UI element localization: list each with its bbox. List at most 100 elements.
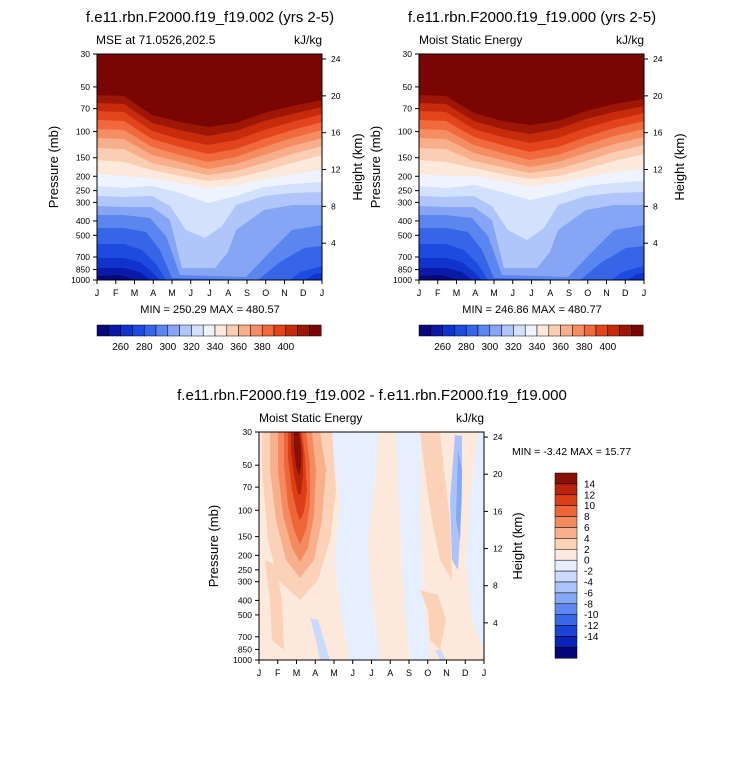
panel-diff-x-tick-label: A: [387, 668, 393, 678]
panel-diff-colorbar-box: [554, 636, 578, 648]
panel-diff-colorbar-label: -10: [584, 610, 599, 621]
panel-right-x-tick-label: O: [584, 288, 591, 298]
panel-right-colorbar-label: 280: [458, 342, 475, 353]
panel-left-colorbar-box: [261, 324, 275, 337]
panel-left-title: f.e11.rbn.F2000.f19_f19.002 (yrs 2-5): [86, 9, 334, 26]
panel-right-colorbar-label: 260: [434, 342, 451, 353]
panel-left-x-tick-label: A: [225, 288, 231, 298]
panel-diff-y-tick-label: 850: [238, 644, 252, 654]
panel-left-y-tick-label: 70: [81, 104, 91, 114]
panel-left-y-tick-label: 400: [76, 216, 90, 226]
panel-left-yr-tick-label: 20: [331, 91, 341, 101]
panel-right-x-tick-label: M: [490, 288, 498, 298]
panel-diff-colorbar-box: [554, 472, 578, 485]
panel-right-colorbar-box: [454, 324, 467, 337]
panel-left-colorbar-box: [297, 324, 310, 337]
panel-left-colorbar-box: [167, 324, 180, 337]
panel-diff-y-tick-label: 300: [238, 577, 252, 587]
panel-left-x-tick-label: N: [281, 288, 288, 298]
panel-left-x-tick-label: D: [300, 288, 307, 298]
panel-right-colorbar-label: 360: [552, 342, 569, 353]
panel-right-colorbar-box: [583, 324, 597, 337]
panel-left-colorbar-label: 340: [207, 342, 224, 353]
panel-diff-yr-tick-label: 12: [493, 544, 503, 554]
panel-right-yr-tick-label: 20: [653, 91, 663, 101]
panel-left-colorbar-label: 380: [254, 342, 271, 353]
panel-right-y-tick-label: 500: [398, 230, 412, 240]
panel-right-y-tick-label: 30: [403, 49, 413, 59]
panel-diff-x-tick-label: J: [482, 668, 487, 678]
panel-right-x-tick-label: F: [435, 288, 441, 298]
panel-diff-colorbar-box: [554, 647, 578, 659]
panel-right-y-tick-label: 70: [403, 104, 413, 114]
panel-right-colorbar-box: [489, 324, 502, 337]
panel-left-colorbar-label: 260: [112, 342, 129, 353]
panel-left-colorbar-label: 300: [159, 342, 176, 353]
panel-left-x-tick-label: A: [150, 288, 156, 298]
panel-left-minmax: MIN = 250.29 MAX = 480.57: [140, 304, 279, 316]
panel-right-field: [419, 54, 644, 280]
panel-diff-x-tick-label: M: [293, 668, 301, 678]
panel-right-yr-tick-label: 8: [653, 201, 658, 211]
panel-diff-colorbar-box: [554, 505, 578, 517]
panel-right-colorbar-box: [572, 324, 585, 337]
panel-left-y-tick-label: 150: [76, 153, 90, 163]
panel-right-yr-tick-label: 4: [653, 238, 658, 248]
panel-right-colorbar-box: [442, 324, 455, 337]
panel-right-label: Moist Static Energy: [419, 33, 522, 47]
panel-right-colorbar-label: 320: [505, 342, 522, 353]
panel-left-yr-tick-label: 24: [331, 54, 341, 64]
panel-left-yr-tick-label: 16: [331, 128, 341, 138]
panel-right-yr-tick-label: 12: [653, 165, 663, 175]
panel-right-colorbar-box: [631, 324, 644, 337]
panel-left-colorbar-box: [273, 324, 287, 337]
panel-left-colorbar-label: 280: [136, 342, 153, 353]
panel-right-y-tick-label: 400: [398, 216, 412, 226]
panel-left-colorbar-box: [96, 324, 110, 337]
panel-diff-colorbar-box: [554, 625, 578, 637]
panel-diff-x-tick-label: D: [462, 668, 469, 678]
panel-right-x-tick-label: S: [566, 288, 572, 298]
panel-diff-field: [259, 432, 484, 660]
panel-diff-colorbar-box: [554, 592, 578, 605]
panel-left-colorbar-box: [191, 324, 204, 337]
panel-left-y-tick-label: 300: [76, 197, 90, 207]
panel-diff-ylabel: Pressure (mb): [206, 505, 221, 587]
panel-left-x-tick-label: F: [113, 288, 119, 298]
panel-right-colorbar-box: [536, 324, 550, 337]
panel-left-colorbar-box: [226, 324, 239, 337]
panel-right-colorbar-box: [560, 324, 573, 337]
panel-right-colorbar-box: [477, 324, 491, 337]
panel-right-x-tick-label: J: [642, 288, 647, 298]
panel-diff-axes: J F M A M J J A S O N D J 30 50 70 100 150 200 250 300 400 500…: [233, 427, 503, 678]
panel-left-colorbar-box: [155, 324, 169, 337]
panel-left-colorbar-box: [309, 324, 322, 337]
panel-right-y-tick-label: 250: [398, 186, 412, 196]
panel-right: f.e11.rbn.F2000.f19_f19.000 (yrs 2-5) Mo…: [368, 9, 687, 353]
panel-left-field: [97, 54, 322, 280]
panel-left-colorbar-box: [132, 324, 145, 337]
panel-right-title: f.e11.rbn.F2000.f19_f19.000 (yrs 2-5): [408, 9, 656, 26]
panel-left: f.e11.rbn.F2000.f19_f19.002 (yrs 2-5) MS…: [46, 9, 365, 353]
panel-left-colorbar-box: [285, 324, 298, 337]
panel-right-x-tick-label: J: [417, 288, 422, 298]
panel-right-x-tick-label: M: [453, 288, 461, 298]
panel-left-y-tick-label: 700: [76, 252, 90, 262]
panel-diff-y-tick-label: 100: [238, 505, 252, 515]
panel-diff-colorbar-label: 10: [584, 501, 596, 512]
panel-right-colorbar-box: [607, 324, 620, 337]
panel-left-x-tick-label: J: [189, 288, 194, 298]
panel-right-ylabel-right: Height (km): [672, 133, 687, 200]
panel-diff-colorbar-label: 12: [584, 490, 596, 501]
panel-diff-colorbar-box: [554, 559, 578, 572]
panel-left-x-tick-label: J: [207, 288, 212, 298]
panel-right-y-tick-label: 100: [398, 127, 412, 137]
panel-diff-colorbar-label: -6: [584, 588, 593, 599]
panel-left-y-tick-label: 100: [76, 127, 90, 137]
panel-diff-label: Moist Static Energy: [259, 411, 362, 425]
panel-diff-colorbar-label: -2: [584, 567, 593, 578]
panel-left-yr-tick-label: 12: [331, 165, 341, 175]
panel-diff-colorbar-box: [554, 483, 578, 496]
